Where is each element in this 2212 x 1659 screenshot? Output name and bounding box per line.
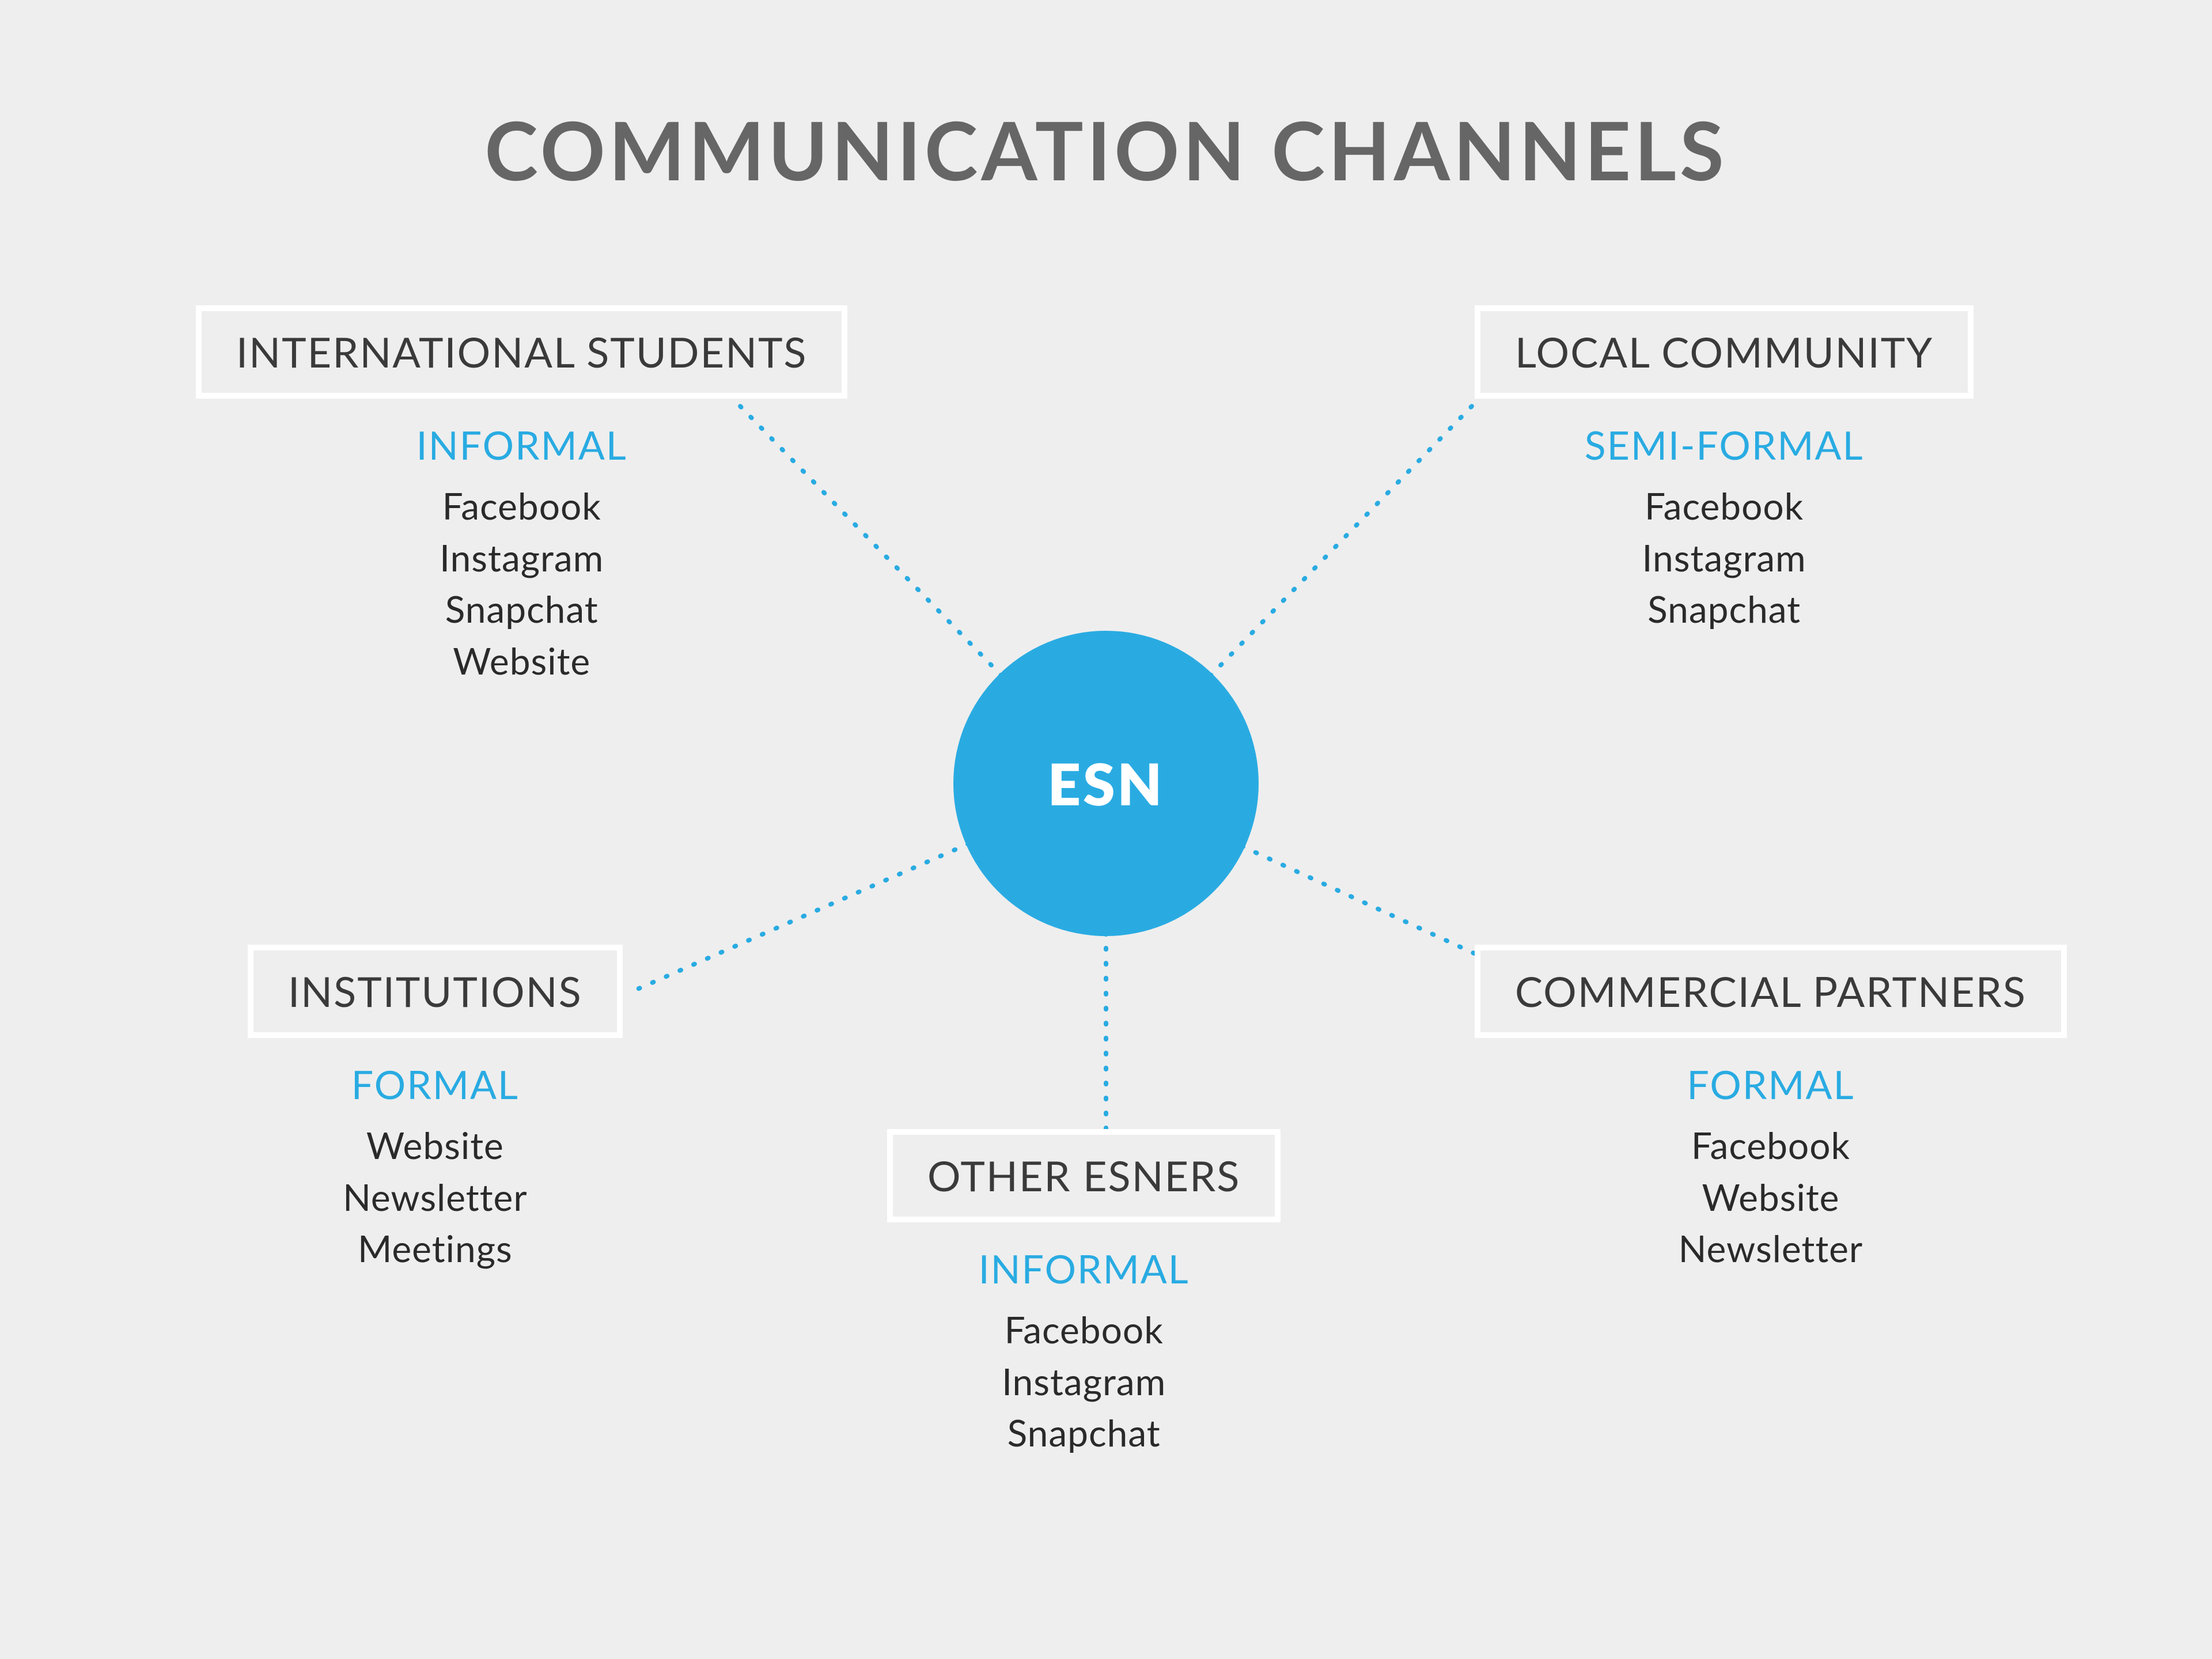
node-title: INTERNATIONAL STUDENTS [236, 327, 807, 377]
node-item: Facebook [1691, 1119, 1850, 1171]
node-title-box: OTHER ESNERS [887, 1129, 1281, 1222]
node-item: Website [453, 635, 590, 687]
node-item: Instagram [1642, 532, 1806, 584]
diagram-title: COMMUNICATION CHANNELS [484, 101, 1727, 198]
node-title: INSTITUTIONS [288, 967, 582, 1016]
node-subtitle: INFORMAL [979, 1245, 1190, 1292]
node-commercial-partners: COMMERCIAL PARTNERS FORMAL Facebook Webs… [1475, 945, 2067, 1274]
node-subtitle: SEMI-FORMAL [1585, 422, 1864, 468]
node-intl-students: INTERNATIONAL STUDENTS INFORMAL Facebook… [196, 305, 847, 686]
node-item: Facebook [442, 480, 601, 532]
node-title: OTHER ESNERS [927, 1151, 1240, 1200]
node-title-box: LOCAL COMMUNITY [1475, 305, 1974, 399]
node-item: Website [366, 1119, 504, 1171]
node-subtitle: FORMAL [1687, 1061, 1854, 1108]
center-label: ESN [1048, 749, 1164, 818]
node-item: Newsletter [1679, 1222, 1863, 1274]
node-title-box: INTERNATIONAL STUDENTS [196, 305, 847, 399]
node-item: Facebook [1005, 1304, 1164, 1355]
node-item: Snapchat [1007, 1407, 1161, 1459]
node-title: COMMERCIAL PARTNERS [1515, 967, 2027, 1016]
node-title-box: COMMERCIAL PARTNERS [1475, 945, 2067, 1038]
node-subtitle: FORMAL [351, 1061, 519, 1108]
node-item: Newsletter [343, 1171, 528, 1223]
node-item: Snapchat [445, 583, 599, 635]
node-item: Website [1702, 1171, 1839, 1223]
node-item: Snapchat [1647, 583, 1801, 635]
node-subtitle: INFORMAL [416, 422, 627, 468]
node-local-community: LOCAL COMMUNITY SEMI-FORMAL Facebook Ins… [1475, 305, 1974, 635]
node-institutions: INSTITUTIONS FORMAL Website Newsletter M… [248, 945, 623, 1274]
center-node: ESN [953, 631, 1259, 936]
node-item: Instagram [1002, 1355, 1166, 1407]
node-other-esners: OTHER ESNERS INFORMAL Facebook Instagram… [887, 1129, 1281, 1459]
node-item: Instagram [440, 532, 604, 584]
node-title-box: INSTITUTIONS [248, 945, 623, 1038]
node-item: Facebook [1645, 480, 1804, 532]
node-item: Meetings [358, 1222, 513, 1274]
node-title: LOCAL COMMUNITY [1515, 327, 1933, 377]
